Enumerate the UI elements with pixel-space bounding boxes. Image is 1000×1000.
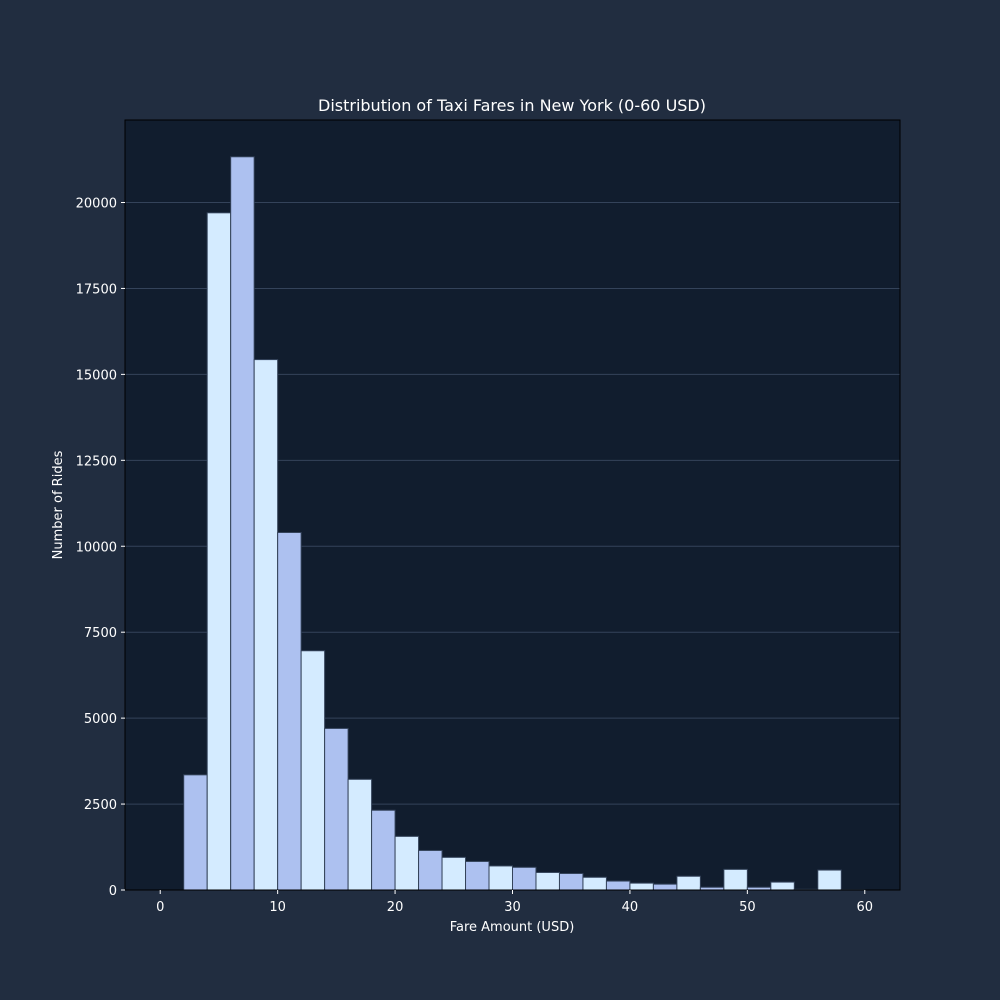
histogram-bar <box>605 880 631 891</box>
x-tick-label: 20 <box>387 900 404 915</box>
histogram-bar <box>723 868 748 891</box>
histogram-bar <box>230 156 255 891</box>
x-tick-label: 10 <box>269 900 286 915</box>
histogram-bar <box>652 883 678 891</box>
y-tick-label: 0 <box>109 884 117 899</box>
histogram-bar <box>183 774 208 891</box>
histogram-bar <box>277 532 302 891</box>
histogram-bar <box>676 875 701 891</box>
x-axis-ticks: 0 10 20 30 40 50 60 <box>156 890 873 915</box>
x-tick-label: 50 <box>739 900 756 915</box>
histogram-bar <box>629 882 654 891</box>
y-tick-label: 2500 <box>84 798 117 813</box>
chart-title: Distribution of Taxi Fares in New York (… <box>318 96 706 115</box>
y-axis-ticks: 0 2500 5000 7500 10000 12500 15000 17500 20000 <box>76 197 125 899</box>
histogram-bar <box>394 835 420 891</box>
histogram-bar <box>441 856 467 891</box>
histogram-bar <box>558 873 584 891</box>
histogram-bar <box>582 876 607 891</box>
y-tick-label: 5000 <box>84 712 117 727</box>
x-tick-label: 60 <box>856 900 873 915</box>
histogram-bar <box>770 881 795 891</box>
histogram-bar <box>465 860 490 891</box>
y-tick-label: 20000 <box>76 197 117 212</box>
y-tick-label: 12500 <box>76 454 117 469</box>
y-tick-label: 7500 <box>84 626 117 641</box>
histogram-bar <box>418 849 443 891</box>
x-tick-label: 0 <box>156 900 164 915</box>
histogram-bar <box>206 212 232 891</box>
histogram-bar <box>300 650 326 891</box>
histogram-bar <box>817 869 842 891</box>
histogram-bar <box>324 727 349 891</box>
y-axis-label: Number of Rides <box>51 450 66 559</box>
y-tick-label: 17500 <box>76 282 117 297</box>
x-tick-label: 30 <box>504 900 521 915</box>
histogram-bar <box>512 866 537 891</box>
histogram-bar <box>371 809 396 891</box>
histogram-bar <box>535 871 560 891</box>
y-tick-label: 15000 <box>76 368 117 383</box>
x-tick-label: 40 <box>622 900 639 915</box>
histogram-bar <box>488 865 513 891</box>
histogram-bar <box>253 359 279 891</box>
histogram-bar <box>347 778 373 891</box>
x-axis-label: Fare Amount (USD) <box>450 920 575 935</box>
y-tick-label: 10000 <box>76 540 117 555</box>
